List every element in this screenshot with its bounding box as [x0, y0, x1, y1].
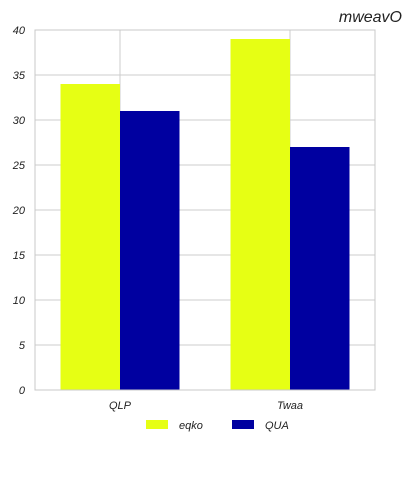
legend-swatch: [146, 420, 168, 429]
y-tick-label: 0: [19, 385, 26, 397]
plot-frame: [34, 29, 376, 391]
bar-eqko-twaa: [230, 39, 290, 390]
chart-title: mweavO: [339, 9, 402, 26]
bar-qua-twaa: [290, 147, 350, 390]
y-tick-label: 5: [19, 340, 26, 352]
y-tick-label: 40: [13, 25, 26, 37]
y-tick-label: 35: [13, 70, 26, 82]
legend: eqko QUA: [146, 420, 289, 432]
bar-qua-qlp: [120, 111, 180, 390]
x-axis-ticks: QLP Twaa: [109, 400, 303, 412]
legend-label: QUA: [265, 420, 289, 432]
y-tick-label: 25: [12, 160, 26, 172]
bars-layer: [60, 39, 350, 390]
x-tick-label: Twaa: [277, 400, 303, 412]
bar-eqko-qlp: [60, 84, 120, 390]
y-tick-label: 10: [13, 295, 26, 307]
y-axis-ticks: 0 5 10 15 20 25 30 35 40: [12, 25, 26, 397]
legend-swatch: [232, 420, 254, 429]
y-tick-label: 30: [13, 115, 26, 127]
y-tick-label: 20: [12, 205, 26, 217]
y-tick-label: 15: [13, 250, 26, 262]
x-tick-label: QLP: [109, 400, 132, 412]
legend-label: eqko: [179, 420, 203, 432]
